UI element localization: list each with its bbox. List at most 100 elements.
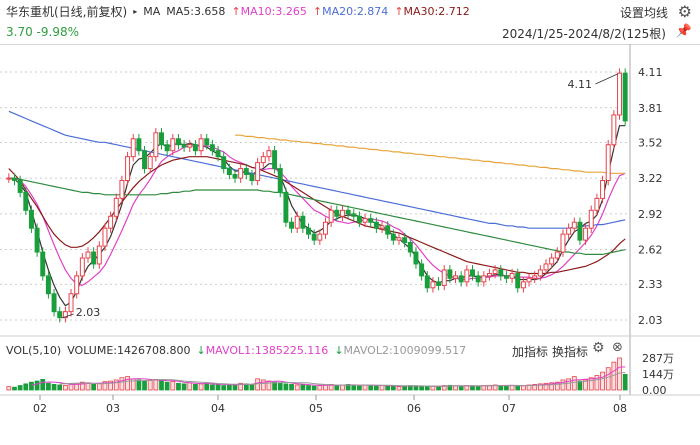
candle-body [249,174,255,182]
candle-body [605,144,611,182]
volume-bar [40,379,46,391]
candle-body [379,225,385,229]
x-tick-label: 07 [502,402,516,415]
candle-body [226,168,232,176]
candle-body [266,150,272,158]
candle-body [458,275,464,283]
volume-bar [96,382,102,391]
mavol-line [59,372,626,387]
y-tick-label: 3.22 [638,172,663,185]
candle-body [396,237,402,241]
volume-bar [402,385,408,391]
candle-body [192,144,198,152]
candle-body [85,251,91,259]
candle-body [430,281,436,289]
ma20-value: MA20:2.874 [322,4,389,18]
volume-bar [266,380,272,391]
low-pointer [61,313,74,319]
volume-bar [419,385,424,391]
candle-body [221,156,227,170]
volume-bar [210,384,215,391]
volume-bar [396,386,402,391]
volume-bar [46,382,51,391]
candle-body [17,180,23,193]
volume-bar [458,385,464,391]
add-indicator-button[interactable]: 加指标 [512,345,549,359]
switch-indicator-button[interactable]: 换指标 [552,345,589,359]
volume-bar [62,385,68,391]
volume-bar [255,378,261,391]
volume-bar [125,376,130,391]
volume-bar [108,380,113,391]
ma30-value: MA30:2.712 [403,4,470,18]
volume-bar [17,385,23,391]
candle-body [509,273,515,279]
gear-icon[interactable]: ⚙ [677,2,692,21]
high-pointer [595,73,618,85]
volume-bar [23,383,29,391]
volume-bar [577,380,583,391]
candle-body [566,227,572,235]
candle-body [283,191,289,223]
candle-body [306,227,311,235]
candle-body [34,227,40,253]
volume-bar [571,376,577,391]
x-tick-label: 05 [309,402,323,415]
volume-bar [147,380,153,391]
candle-body [481,275,487,283]
volume-bar [588,377,594,391]
volume-gear-icon[interactable]: ⚙ [592,340,605,356]
candle-body [339,209,345,217]
candle-body [311,233,317,241]
candle-body [470,269,475,277]
volume-bar [170,381,176,391]
volume-bar [249,384,255,391]
volume-bar [351,384,357,391]
ma-line-ma5 [8,125,626,307]
volume-bar [226,384,232,391]
volume-bar [515,385,521,391]
candle-body [407,242,413,253]
candle-body [373,221,379,229]
set-ma-button[interactable]: 设置均线 [619,6,668,20]
volume-bar [119,377,125,391]
volume-tick-label: 0.00 [642,384,667,397]
candle-body [260,156,266,164]
mavol2-value: MAVOL2:1009099.517 [343,343,467,357]
play-icon[interactable]: ▸ [133,6,138,16]
low-annotation: 2.03 [76,306,101,319]
ma5-value: MA5:3.658 [166,4,226,18]
ma-line-ma20 [8,110,626,229]
candle-body [119,180,125,199]
candle-body [419,263,425,277]
candle-body [549,257,555,265]
candle-body [113,197,119,217]
volume-bar [12,386,17,391]
volume-bar [334,385,340,391]
pin-icon[interactable]: 📌 [675,24,692,39]
volume-bar [113,379,119,391]
candle-body [323,221,328,235]
stock-title[interactable]: 华东重机(日线,前复权) [6,4,128,19]
volume-bar [193,384,198,391]
price-change-row: 3.70 -9.98% [0,22,700,42]
candle-body [345,209,351,215]
y-tick-label: 2.33 [638,278,663,291]
volume-close-icon[interactable]: ⊗ [612,340,623,355]
volume-bar [498,385,504,391]
candle-body [498,269,504,277]
date-range: 2024/1/25-2024/8/2(125根) [501,27,666,41]
candle-body [153,132,159,158]
ma-label: MA [143,4,161,18]
volume-bar [221,385,227,391]
high-annotation: 4.11 [568,78,593,91]
candle-body [317,233,323,241]
volume-bar [181,383,187,391]
volume-bar [142,380,147,391]
volume-bar [294,384,300,391]
ma20-up-arrow-icon: ↑ [312,4,323,18]
candle-body [68,293,74,313]
candle-body [40,251,46,277]
candle-body [503,275,509,279]
